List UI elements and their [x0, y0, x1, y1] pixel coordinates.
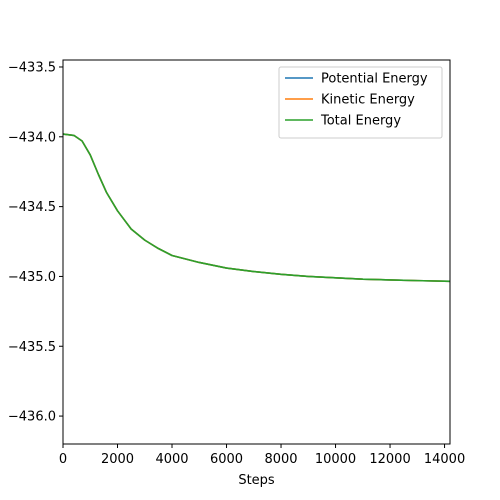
- legend-label: Potential Energy: [321, 72, 428, 87]
- y-tick-label: −436.0: [8, 410, 56, 425]
- legend-label: Kinetic Energy: [321, 93, 415, 108]
- y-tick-label: −434.0: [8, 130, 56, 145]
- x-tick-label: 6000: [210, 452, 243, 467]
- x-axis: 0 2000 4000 6000 8000 10000 12000 14000: [59, 444, 465, 467]
- x-tick-label: 10000: [315, 452, 356, 467]
- y-tick-label: −435.5: [8, 340, 56, 355]
- series-layer: [63, 133, 450, 283]
- x-tick-label: 0: [59, 452, 67, 467]
- y-tick-label: −435.0: [8, 270, 56, 285]
- x-tick-label: 2000: [101, 452, 134, 467]
- y-tick-label: −433.5: [8, 60, 56, 75]
- x-tick-label: 12000: [369, 452, 410, 467]
- y-tick-label: −434.5: [8, 200, 56, 215]
- y-axis: −436.0 −435.5 −435.0 −434.5 −434.0 −433.5: [8, 60, 63, 425]
- plot-frame: [62, 59, 451, 445]
- x-tick-label: 4000: [155, 452, 188, 467]
- x-axis-title: Steps: [238, 473, 275, 488]
- legend-label: Total Energy: [320, 114, 401, 129]
- x-tick-label: 14000: [424, 452, 465, 467]
- legend-box: [278, 66, 443, 139]
- series-line-3: [63, 133, 450, 283]
- x-tick-label: 8000: [264, 452, 297, 467]
- legend: Potential Energy Kinetic Energy Total Ener…: [278, 66, 443, 139]
